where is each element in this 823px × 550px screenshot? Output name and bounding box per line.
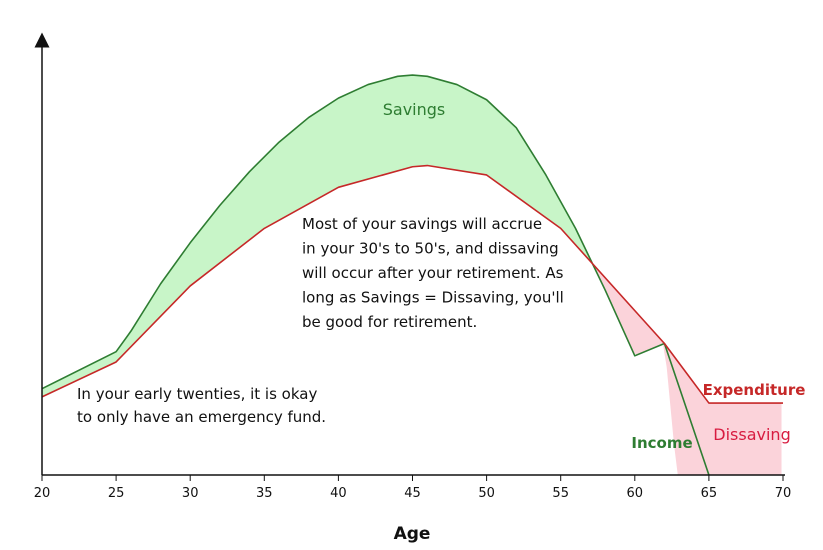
dissaving-region-label: Dissaving [713,425,790,444]
annotation-line: will occur after your retirement. As [302,264,564,282]
annotation-line: long as Savings = Dissaving, you'll [302,289,564,307]
annotation-early-twenties: In your early twenties, it is okay to onl… [77,385,326,426]
x-tick-label: 30 [182,486,199,501]
x-tick-label: 60 [627,486,644,501]
expenditure-series-label: Expenditure [703,381,806,399]
expenditure-line [41,164,783,404]
annotation-line: In your early twenties, it is okay [77,385,317,403]
x-tick-label: 25 [108,486,125,501]
annotation-savings-accrual: Most of your savings will accrue in your … [302,215,564,331]
annotation-line: Most of your savings will accrue [302,215,542,233]
x-tick-label: 65 [701,486,718,501]
annotation-line: be good for retirement. [302,313,477,331]
x-tick-label: 55 [552,486,569,501]
income-line [41,74,710,476]
x-tick-label: 70 [775,486,792,501]
savings-region-label: Savings [383,100,446,119]
x-axis-label: Age [394,524,431,544]
x-tick-label: 40 [330,486,347,501]
x-tick-label: 45 [404,486,421,501]
annotation-line: in your 30's to 50's, and dissaving [302,240,559,258]
savings-region [42,75,593,397]
x-tick-label: 20 [34,486,51,501]
x-tick-label: 50 [478,486,495,501]
annotation-line: to only have an emergency fund. [77,408,326,426]
income-series-label: Income [631,434,692,452]
x-tick-label: 35 [256,486,273,501]
